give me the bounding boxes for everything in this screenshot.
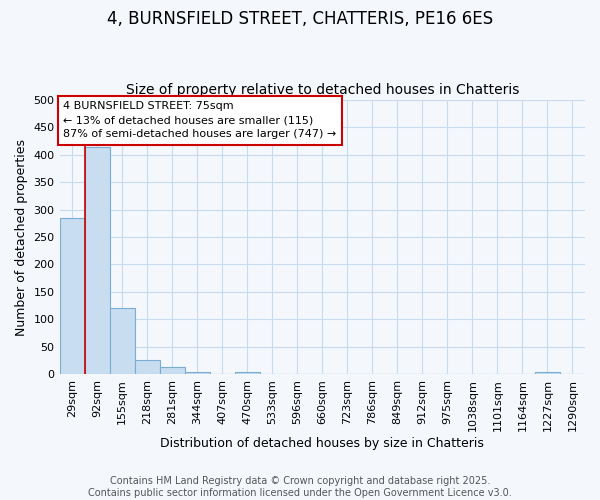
Y-axis label: Number of detached properties: Number of detached properties [15, 138, 28, 336]
Bar [59, 218, 85, 374]
Bar [235, 372, 260, 374]
Bar [85, 148, 110, 374]
Text: Contains HM Land Registry data © Crown copyright and database right 2025.
Contai: Contains HM Land Registry data © Crown c… [88, 476, 512, 498]
Text: 4, BURNSFIELD STREET, CHATTERIS, PE16 6ES: 4, BURNSFIELD STREET, CHATTERIS, PE16 6E… [107, 10, 493, 28]
Title: Size of property relative to detached houses in Chatteris: Size of property relative to detached ho… [125, 83, 519, 97]
Bar [160, 367, 185, 374]
Bar [185, 372, 209, 374]
Text: 4 BURNSFIELD STREET: 75sqm
← 13% of detached houses are smaller (115)
87% of sem: 4 BURNSFIELD STREET: 75sqm ← 13% of deta… [63, 101, 337, 139]
Bar [134, 360, 160, 374]
X-axis label: Distribution of detached houses by size in Chatteris: Distribution of detached houses by size … [160, 437, 484, 450]
Bar [535, 372, 560, 374]
Bar [110, 308, 134, 374]
